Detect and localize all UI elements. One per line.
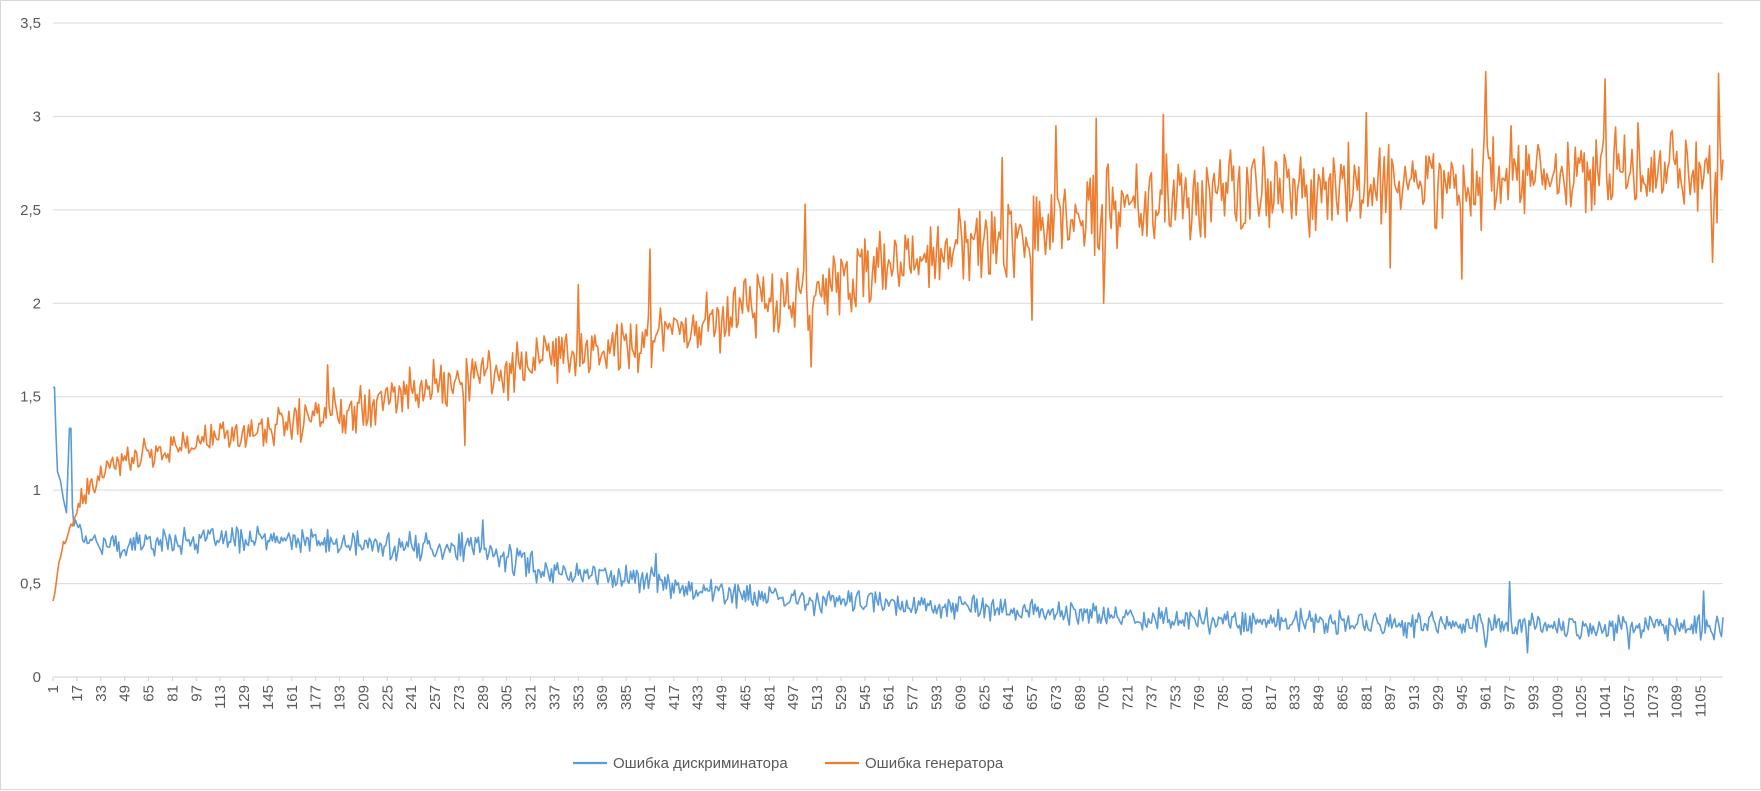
x-tick-label: 337	[546, 685, 563, 710]
x-tick-label: 449	[714, 685, 731, 710]
x-tick-label: 673	[1048, 685, 1065, 710]
x-tick-label: 977	[1502, 685, 1519, 710]
x-tick-label: 1025	[1573, 685, 1590, 718]
x-tick-label: 289	[475, 685, 492, 710]
x-tick-label: 257	[427, 685, 444, 710]
x-tick-label: 545	[857, 685, 874, 710]
x-tick-label: 193	[332, 685, 349, 710]
y-tick-label: 2	[33, 295, 41, 312]
x-tick-label: 49	[117, 685, 134, 702]
x-tick-label: 961	[1478, 685, 1495, 710]
x-tick-label: 97	[188, 685, 205, 702]
x-tick-label: 929	[1430, 685, 1447, 710]
legend: Ошибка дискриминатора Ошибка генератора	[573, 755, 1004, 772]
x-tick-label: 433	[690, 685, 707, 710]
x-tick-label: 273	[451, 685, 468, 710]
series-lines	[52, 70, 1724, 654]
x-tick-label: 385	[618, 685, 635, 710]
x-tick-label: 625	[976, 685, 993, 710]
x-tick-label: 657	[1024, 685, 1041, 710]
x-tick-label: 513	[809, 685, 826, 710]
y-tick-label: 1,5	[20, 389, 41, 406]
x-tick-label: 65	[141, 685, 158, 702]
x-tick-label: 1009	[1549, 685, 1566, 718]
x-tick-label: 497	[785, 685, 802, 710]
x-tick-label: 753	[1167, 685, 1184, 710]
series-line-discriminator	[53, 386, 1724, 654]
y-axis: 0 0,5 1 1,5 2 2,5 3 3,5	[20, 15, 41, 686]
x-tick-label: 1089	[1669, 685, 1686, 718]
x-tick-label: 993	[1525, 685, 1542, 710]
x-tick-label: 945	[1454, 685, 1471, 710]
x-tick-label: 689	[1072, 685, 1089, 710]
legend-label: Ошибка дискриминатора	[613, 755, 788, 772]
series-line-generator	[52, 70, 1724, 602]
x-tick-label: 561	[881, 685, 898, 710]
x-tick-label: 241	[403, 685, 420, 710]
x-tick-label: 33	[93, 685, 110, 702]
x-tick-label: 865	[1334, 685, 1351, 710]
x-tick-label: 609	[952, 685, 969, 710]
x-tick-label: 305	[499, 685, 516, 710]
x-axis: 1 17 33 49 65 81 97 113 129 145 161 177 193 209 225 241…	[45, 677, 1710, 718]
x-tick-label: 1	[45, 685, 62, 693]
x-tick-label: 1105	[1693, 685, 1710, 717]
x-tick-label: 417	[666, 685, 683, 710]
x-tick-label: 321	[523, 685, 540, 710]
x-tick-label: 209	[355, 685, 372, 710]
x-tick-label: 1041	[1597, 685, 1614, 718]
x-tick-label: 705	[1096, 685, 1113, 710]
x-tick-label: 1057	[1621, 685, 1638, 718]
x-tick-label: 801	[1239, 685, 1256, 710]
x-tick-label: 225	[379, 685, 396, 710]
x-tick-label: 817	[1263, 685, 1280, 710]
x-tick-label: 721	[1120, 685, 1137, 710]
x-tick-label: 161	[284, 685, 301, 710]
x-tick-label: 577	[905, 685, 922, 710]
x-tick-label: 17	[69, 685, 86, 702]
x-tick-label: 129	[236, 685, 253, 710]
x-tick-label: 913	[1406, 685, 1423, 710]
x-tick-label: 369	[594, 685, 611, 710]
y-tick-label: 3	[33, 108, 41, 125]
y-tick-label: 2,5	[20, 202, 41, 219]
y-tick-label: 1	[33, 482, 41, 499]
x-tick-label: 849	[1311, 685, 1328, 710]
x-tick-label: 177	[308, 685, 325, 710]
x-tick-label: 641	[1000, 685, 1017, 710]
x-tick-label: 897	[1382, 685, 1399, 710]
y-tick-label: 0	[33, 669, 41, 686]
x-tick-label: 465	[737, 685, 754, 710]
legend-label: Ошибка генератора	[865, 755, 1004, 772]
gridlines	[53, 22, 1723, 678]
x-tick-label: 481	[761, 685, 778, 710]
x-tick-label: 881	[1358, 685, 1375, 710]
x-tick-label: 769	[1191, 685, 1208, 710]
x-tick-label: 145	[260, 685, 277, 710]
x-tick-label: 737	[1143, 685, 1160, 710]
x-tick-label: 353	[570, 685, 587, 710]
y-tick-label: 3,5	[20, 15, 41, 32]
x-tick-label: 1073	[1645, 685, 1662, 718]
x-tick-label: 401	[642, 685, 659, 710]
x-tick-label: 81	[164, 685, 181, 702]
y-tick-label: 0,5	[20, 576, 41, 593]
x-tick-label: 113	[212, 685, 229, 709]
x-tick-label: 833	[1287, 685, 1304, 710]
x-tick-label: 529	[833, 685, 850, 710]
x-tick-label: 593	[929, 685, 946, 710]
x-tick-label: 785	[1215, 685, 1232, 710]
